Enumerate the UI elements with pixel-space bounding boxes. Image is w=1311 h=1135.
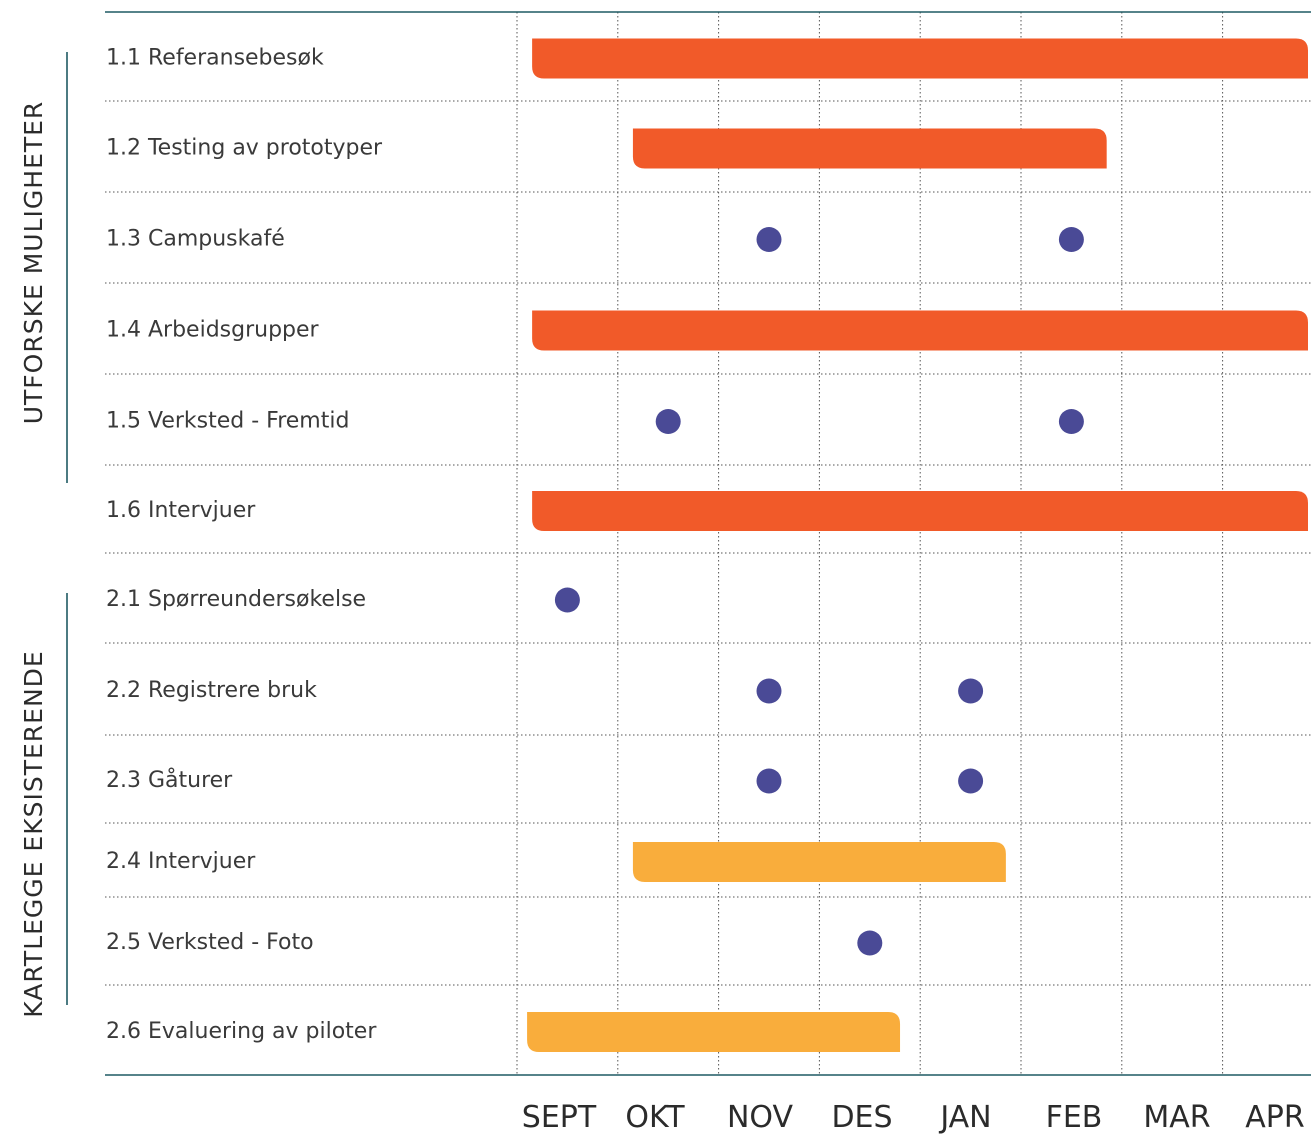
task-label: 2.3 Gåturer xyxy=(106,767,233,793)
task-label: 1.1 Referansebesøk xyxy=(106,46,324,71)
milestone-dot xyxy=(958,768,984,794)
month-label: NOV xyxy=(727,1100,794,1135)
group-label: UTFORSKE MULIGHETER xyxy=(19,101,48,425)
task-label: 1.2 Testing av prototyper xyxy=(106,136,383,161)
task-bar xyxy=(527,1012,901,1052)
milestone-dot xyxy=(655,409,681,434)
month-label: DES xyxy=(831,1100,892,1135)
task-label: 2.4 Intervjuer xyxy=(106,849,256,874)
task-label: 1.3 Campuskafé xyxy=(106,227,285,252)
task-bar xyxy=(632,842,1006,882)
task-label: 1.6 Intervjuer xyxy=(106,498,256,523)
month-label: FEB xyxy=(1046,1100,1103,1135)
milestone-dot xyxy=(1058,409,1084,434)
task-bar xyxy=(532,38,1308,79)
task-label: 1.5 Verksted - Fremtid xyxy=(106,409,349,434)
milestone-dot xyxy=(958,678,984,704)
milestone-dot xyxy=(756,227,782,252)
milestone-dot xyxy=(756,678,782,704)
month-label: APR xyxy=(1245,1100,1304,1135)
task-label: 1.4 Arbeidsgrupper xyxy=(106,318,320,343)
group-label: KARTLEGGE EKSISTERENDE xyxy=(19,650,48,1017)
task-label: 2.5 Verksted - Foto xyxy=(106,930,314,955)
task-bar xyxy=(632,128,1107,169)
milestone-dot xyxy=(1058,227,1084,252)
task-bar xyxy=(532,491,1308,531)
milestone-dot xyxy=(554,587,580,613)
task-label: 2.1 Spørreundersøkelse xyxy=(106,587,366,612)
milestone-dot xyxy=(756,768,782,794)
task-bar xyxy=(532,310,1308,351)
task-label: 2.6 Evaluering av piloter xyxy=(106,1019,377,1044)
task-label: 2.2 Registrere bruk xyxy=(106,678,317,703)
month-label: MAR xyxy=(1143,1100,1210,1135)
milestone-dot xyxy=(857,930,883,956)
month-label: SEPT xyxy=(522,1100,597,1135)
month-label: OKT xyxy=(625,1100,685,1135)
month-label: JAN xyxy=(938,1100,991,1135)
